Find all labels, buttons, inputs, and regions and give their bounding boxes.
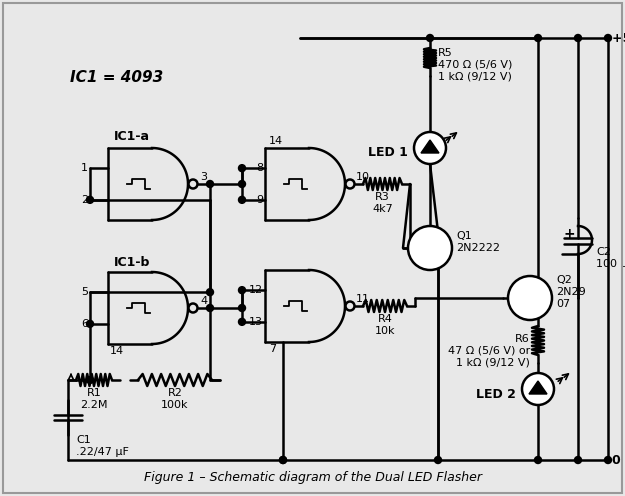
- Text: 12: 12: [249, 285, 263, 295]
- Text: R5
470 Ω (5/6 V)
1 kΩ (9/12 V): R5 470 Ω (5/6 V) 1 kΩ (9/12 V): [438, 48, 512, 81]
- Text: IC1 = 4093: IC1 = 4093: [70, 70, 163, 85]
- Circle shape: [434, 456, 441, 463]
- Text: IC1-a: IC1-a: [114, 130, 150, 143]
- Circle shape: [522, 373, 554, 405]
- Circle shape: [86, 196, 94, 203]
- Text: 10: 10: [356, 172, 370, 182]
- Text: 2: 2: [81, 195, 88, 205]
- Text: 0 V: 0 V: [612, 453, 625, 467]
- Circle shape: [189, 180, 198, 188]
- Text: 11: 11: [356, 294, 370, 304]
- Text: R1
2.2M: R1 2.2M: [80, 388, 107, 410]
- Circle shape: [534, 35, 541, 42]
- Circle shape: [508, 276, 552, 320]
- Circle shape: [426, 35, 434, 42]
- Text: R4
10k: R4 10k: [375, 314, 395, 336]
- Circle shape: [86, 376, 94, 383]
- Circle shape: [239, 305, 246, 311]
- Text: 14: 14: [110, 346, 124, 356]
- Polygon shape: [529, 381, 547, 394]
- Circle shape: [604, 35, 611, 42]
- Circle shape: [86, 320, 94, 327]
- Circle shape: [534, 456, 541, 463]
- Circle shape: [206, 305, 214, 311]
- Circle shape: [206, 289, 214, 296]
- Text: 6: 6: [81, 319, 88, 329]
- Text: Q1
2N2222: Q1 2N2222: [456, 231, 500, 253]
- Text: 3: 3: [200, 172, 207, 182]
- Circle shape: [346, 302, 354, 310]
- Text: 5: 5: [81, 287, 88, 297]
- Text: 9: 9: [256, 195, 263, 205]
- Circle shape: [408, 226, 452, 270]
- Circle shape: [239, 181, 246, 187]
- Text: 1: 1: [81, 163, 88, 173]
- Circle shape: [279, 456, 286, 463]
- Text: 8: 8: [256, 163, 263, 173]
- Text: Figure 1 – Schematic diagram of the Dual LED Flasher: Figure 1 – Schematic diagram of the Dual…: [144, 471, 481, 484]
- Text: LED 1: LED 1: [368, 146, 408, 160]
- Text: 13: 13: [249, 317, 263, 327]
- Circle shape: [239, 196, 246, 203]
- Text: C2
100 µF: C2 100 µF: [596, 247, 625, 269]
- Text: R6
47 Ω (5/6 V) or
1 kΩ (9/12 V): R6 47 Ω (5/6 V) or 1 kΩ (9/12 V): [448, 334, 530, 367]
- Text: +5 to + 12 V: +5 to + 12 V: [612, 32, 625, 45]
- Circle shape: [239, 165, 246, 172]
- Text: IC1-b: IC1-b: [114, 256, 150, 269]
- Circle shape: [346, 180, 354, 188]
- Circle shape: [414, 132, 446, 164]
- Text: 7: 7: [269, 344, 276, 354]
- Circle shape: [574, 35, 581, 42]
- Circle shape: [189, 304, 198, 312]
- Circle shape: [239, 287, 246, 294]
- Text: LED 2: LED 2: [476, 387, 516, 400]
- Circle shape: [279, 456, 286, 463]
- Circle shape: [239, 318, 246, 325]
- Text: Q2
2N29
07: Q2 2N29 07: [556, 275, 586, 309]
- Text: R2
100k: R2 100k: [161, 388, 189, 410]
- Text: +: +: [563, 227, 575, 241]
- Circle shape: [604, 456, 611, 463]
- Text: C1
.22/47 µF: C1 .22/47 µF: [76, 435, 129, 457]
- Polygon shape: [421, 140, 439, 153]
- Text: 4: 4: [200, 296, 207, 306]
- Text: R3
4k7: R3 4k7: [372, 192, 393, 214]
- Circle shape: [574, 456, 581, 463]
- Circle shape: [206, 181, 214, 187]
- Text: 14: 14: [269, 136, 283, 146]
